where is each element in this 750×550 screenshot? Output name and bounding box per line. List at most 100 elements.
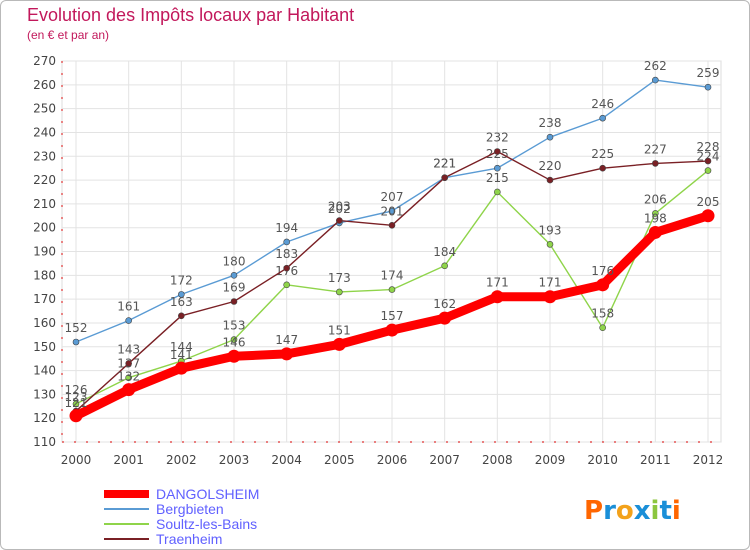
logo-letter: t (659, 496, 671, 526)
legend-label-soultz-les-bains: Soultz-les-Bains (156, 516, 257, 532)
x-tick-label: 2001 (113, 453, 144, 467)
data-label-traenheim: 232 (486, 130, 509, 144)
data-point-dangolsheim (227, 349, 241, 363)
data-label-traenheim: 203 (328, 200, 351, 214)
data-label-soultz-les-bains: 206 (644, 192, 667, 206)
data-label-bergbieten: 161 (117, 300, 140, 314)
data-label-dangolsheim: 157 (381, 309, 404, 323)
data-point-bergbieten (599, 114, 606, 122)
x-tick-label: 2008 (482, 453, 513, 467)
data-label-dangolsheim: 147 (275, 333, 298, 347)
x-tick-label: 2007 (429, 453, 460, 467)
data-point-dangolsheim (543, 290, 557, 304)
y-tick-label: 200 (33, 221, 56, 235)
logo-letter: o (616, 496, 634, 526)
data-point-bergbieten (72, 338, 80, 346)
y-tick-label: 240 (33, 125, 56, 139)
data-label-dangolsheim: 151 (328, 323, 351, 337)
data-point-traenheim (652, 160, 659, 167)
data-point-soultz-les-bains (599, 324, 606, 332)
data-point-soultz-les-bains (72, 400, 80, 408)
data-point-bergbieten (546, 133, 554, 141)
data-label-dangolsheim: 171 (486, 276, 509, 290)
data-point-traenheim (441, 174, 448, 181)
data-label-traenheim: 227 (644, 142, 667, 156)
y-tick-label: 150 (33, 340, 56, 354)
x-tick-label: 2009 (535, 453, 566, 467)
x-tick-label: 2011 (640, 453, 671, 467)
y-tick-label: 140 (33, 364, 56, 378)
data-label-traenheim: 228 (697, 140, 720, 154)
data-label-soultz-les-bains: 173 (328, 271, 351, 285)
y-tick-label: 170 (33, 292, 56, 306)
y-tick-label: 270 (33, 54, 56, 68)
data-point-dangolsheim (280, 347, 294, 361)
data-label-soultz-les-bains: 174 (381, 269, 404, 283)
data-point-soultz-les-bains (546, 241, 554, 248)
x-tick-label: 2003 (219, 453, 250, 467)
legend-label-traenheim: Traenheim (156, 531, 222, 547)
data-point-bergbieten (125, 317, 132, 324)
data-label-dangolsheim: 146 (223, 335, 246, 349)
data-point-soultz-les-bains (283, 281, 290, 289)
data-label-traenheim: 201 (381, 204, 404, 218)
data-point-traenheim (178, 312, 185, 320)
data-label-traenheim: 143 (117, 342, 140, 356)
data-point-dangolsheim (648, 225, 662, 239)
data-label-soultz-les-bains: 193 (539, 223, 562, 237)
data-point-soultz-les-bains (336, 288, 343, 296)
legend-label-dangolsheim: DANGOLSHEIM (156, 486, 259, 502)
y-tick-label: 230 (33, 149, 56, 163)
data-point-dangolsheim (596, 278, 610, 292)
data-label-bergbieten: 180 (223, 254, 246, 268)
y-tick-label: 110 (33, 435, 56, 449)
y-tick-label: 120 (33, 411, 56, 425)
logo-letter: P (584, 496, 603, 526)
data-label-bergbieten: 238 (539, 116, 562, 130)
data-point-bergbieten (704, 83, 712, 91)
data-point-dangolsheim (438, 311, 452, 325)
data-label-soultz-les-bains: 126 (65, 383, 88, 397)
logo-letter: x (634, 496, 651, 526)
data-label-dangolsheim: 205 (697, 195, 720, 209)
data-label-traenheim: 163 (170, 295, 193, 309)
data-label-dangolsheim: 162 (433, 297, 456, 311)
data-label-dangolsheim: 176 (591, 264, 614, 278)
data-label-traenheim: 221 (433, 157, 456, 171)
y-tick-label: 190 (33, 245, 56, 259)
data-label-soultz-les-bains: 224 (697, 150, 720, 164)
x-tick-label: 2012 (693, 453, 724, 467)
data-label-bergbieten: 172 (170, 273, 193, 287)
data-label-dangolsheim: 171 (539, 276, 562, 290)
data-point-soultz-les-bains (230, 336, 238, 343)
data-point-traenheim (230, 298, 238, 305)
data-label-traenheim: 183 (275, 247, 298, 261)
data-point-dangolsheim (701, 209, 715, 223)
data-point-dangolsheim (174, 361, 188, 375)
data-label-dangolsheim: 198 (644, 211, 667, 225)
data-label-traenheim: 220 (539, 159, 562, 173)
data-point-dangolsheim (332, 337, 346, 351)
data-label-bergbieten: 194 (275, 221, 298, 235)
data-point-traenheim (494, 148, 501, 155)
chart-subtitle: (en € et par an) (27, 28, 110, 42)
data-point-traenheim (388, 222, 396, 229)
data-label-soultz-les-bains: 144 (170, 340, 193, 354)
x-tick-label: 2005 (324, 453, 355, 467)
data-label-bergbieten: 262 (644, 59, 667, 73)
data-label-soultz-les-bains: 215 (486, 171, 509, 185)
y-tick-label: 130 (33, 387, 56, 401)
data-point-dangolsheim (490, 290, 504, 304)
data-point-dangolsheim (122, 383, 136, 397)
data-label-bergbieten: 221 (433, 157, 456, 171)
data-point-soultz-les-bains (388, 286, 396, 293)
data-point-soultz-les-bains (441, 262, 448, 270)
data-point-bergbieten (230, 272, 238, 279)
proxiti-logo: Proxiti (584, 496, 681, 526)
data-point-soultz-les-bains (652, 210, 659, 217)
logo-letter: i (672, 496, 681, 526)
data-label-bergbieten: 246 (591, 97, 614, 111)
data-point-bergbieten (388, 207, 396, 215)
data-point-dangolsheim (385, 323, 399, 337)
